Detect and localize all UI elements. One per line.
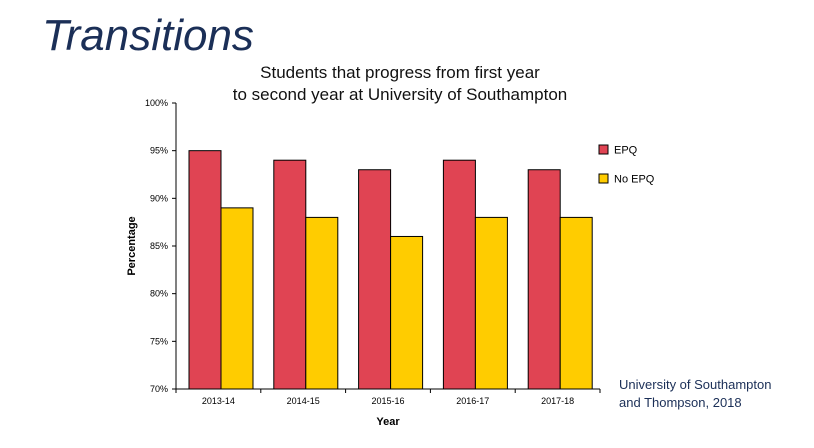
bar-epq: [442, 159, 476, 390]
bar-no-epq: [220, 207, 254, 390]
slide-title: Transitions: [42, 11, 254, 60]
legend-label-no-epq: No EPQ: [614, 174, 655, 186]
legend: EPQ No EPQ: [598, 144, 655, 186]
x-tick-label: 2013-14: [202, 396, 235, 406]
y-tick-label: 80%: [150, 289, 168, 299]
y-axis-label: Percentage: [126, 216, 138, 275]
y-tick-label: 75%: [150, 336, 168, 346]
bars: [188, 150, 593, 390]
bar-epq: [358, 169, 392, 390]
chart-title-line-2: to second year at University of Southamp…: [232, 85, 568, 104]
legend-label-epq: EPQ: [614, 145, 638, 157]
bar-no-epq: [559, 216, 593, 390]
legend-swatch-no-epq: [598, 173, 609, 184]
x-tick-label: 2014-15: [287, 396, 320, 406]
legend-swatch-epq: [598, 144, 609, 155]
y-tick-label: 95%: [150, 146, 168, 156]
source-citation: University of Southampton and Thompson, …: [619, 376, 771, 412]
bar-epq: [188, 150, 222, 390]
x-tick-label: 2016-17: [456, 396, 489, 406]
x-tick-label: 2015-16: [371, 396, 404, 406]
y-axis-ticks: 70% 75% 80% 85% 90% 95% 100%: [145, 98, 176, 394]
x-axis-ticks: 2013-14 2014-15 2015-16 2016-17 2017-18: [175, 389, 601, 406]
chart-title-line-1: Students that progress from first year: [260, 63, 540, 82]
y-tick-label: 85%: [150, 241, 168, 251]
bar-epq: [273, 159, 307, 390]
y-tick-label: 90%: [150, 193, 168, 203]
y-tick-label: 100%: [145, 98, 168, 108]
x-axis-label: Year: [376, 416, 400, 428]
chart-title: Students that progress from first year t…: [200, 62, 600, 106]
x-tick-label: 2017-18: [541, 396, 574, 406]
y-tick-label: 70%: [150, 384, 168, 394]
bar-no-epq: [474, 216, 508, 390]
bar-no-epq: [305, 216, 339, 390]
source-citation-line-1: University of Southampton: [619, 377, 772, 392]
source-citation-line-2: and Thompson, 2018: [619, 395, 742, 410]
bar-no-epq: [390, 235, 424, 390]
bar-epq: [527, 169, 561, 390]
